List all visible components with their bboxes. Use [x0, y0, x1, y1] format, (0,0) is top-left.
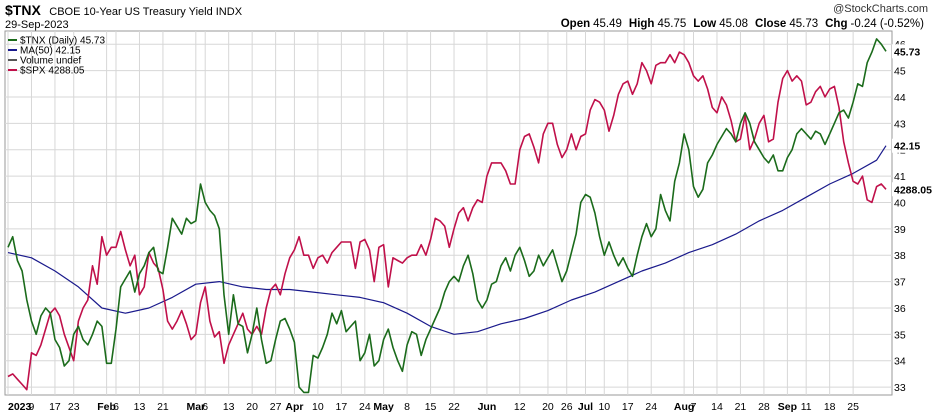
y-tick-label: 40 — [894, 197, 906, 209]
legend-entry: Volume undef — [20, 56, 81, 67]
ohlc-label-low: Low — [693, 18, 716, 30]
x-tick-label: 20 — [542, 401, 554, 413]
x-tick-label: 21 — [157, 401, 169, 413]
spx-last-value-box — [892, 182, 936, 197]
x-tick-label: 6 — [202, 401, 208, 413]
y-tick-label: 38 — [894, 250, 906, 262]
x-tick-label: 12 — [514, 401, 526, 413]
x-tick-label: 17 — [49, 401, 61, 413]
x-tick-label: Jun — [478, 401, 497, 413]
x-tick-label: 6 — [113, 401, 119, 413]
x-tick-label: 27 — [270, 401, 282, 413]
x-tick-label: 11 — [801, 401, 812, 413]
y-tick-label: 45 — [894, 66, 906, 78]
chart-symbol: $TNX — [5, 2, 41, 18]
x-tick-label: 17 — [336, 401, 348, 413]
last-value-labels: 45.73 42.15 4288.05 — [892, 44, 936, 197]
x-tick-label: Apr — [285, 401, 303, 413]
ohlc-label-open: Open — [561, 18, 590, 30]
series-lines — [7, 38, 887, 394]
watermark-text: @StockCharts.com — [833, 3, 928, 15]
ohlc-label-chg: Chg — [825, 18, 847, 30]
y-tick-label: 36 — [894, 303, 906, 315]
x-tick-label: 14 — [711, 401, 723, 413]
legend-entry: MA(50) 42.15 — [20, 46, 81, 57]
ma-last-value-label: 42.15 — [894, 141, 920, 153]
y-tick-label: 44 — [894, 92, 906, 104]
ohlc-label-close: Close — [755, 18, 786, 30]
x-tick-label: Jul — [578, 401, 593, 413]
x-tick-label: Sep — [778, 401, 797, 413]
chart-header: $TNX CBOE 10-Year US Treasury Yield INDX — [5, 2, 243, 19]
x-tick-label: 26 — [561, 401, 573, 413]
x-tick-label: 25 — [847, 401, 859, 413]
spx-last-value-label: 4288.05 — [894, 184, 932, 196]
chart-description: CBOE 10-Year US Treasury Yield INDX — [49, 6, 242, 18]
ohlc-label-high: High — [629, 18, 655, 30]
y-tick-label: 43 — [894, 118, 906, 130]
x-tick-label: 22 — [448, 401, 460, 413]
y-tick-label: 33 — [894, 382, 906, 394]
x-tick-label: 28 — [758, 401, 770, 413]
ma-series-line — [7, 145, 887, 335]
y-tick-label: 35 — [894, 329, 906, 341]
legend-entry: $TNX (Daily) 45.73 — [20, 36, 105, 47]
x-tick-label: 24 — [645, 401, 657, 413]
y-tick-label: 37 — [894, 277, 906, 289]
ohlc-value-low: 45.08 — [719, 18, 748, 30]
ohlc-value-close: 45.73 — [789, 18, 818, 30]
x-tick-label: May — [373, 401, 394, 413]
y-tick-label: 41 — [894, 171, 906, 183]
chart-date: 29-Sep-2023 — [5, 19, 69, 31]
x-tick-label: 17 — [622, 401, 634, 413]
legend-entry: $SPX 4288.05 — [20, 66, 85, 77]
ohlc-readout: Open 45.49 High 45.75 Low 45.08 Close 45.73 Chg -… — [561, 18, 924, 30]
x-tick-label: 13 — [223, 401, 235, 413]
x-tick-label: Mar — [186, 401, 205, 413]
x-tick-label: 9 — [29, 401, 35, 413]
x-tick-label: 8 — [404, 401, 410, 413]
x-tick-label: 13 — [134, 401, 146, 413]
tnx-series-line — [7, 38, 887, 394]
ohlc-value-chg: -0.24 (-0.52%) — [850, 18, 924, 30]
ohlc-value-high: 45.75 — [657, 18, 686, 30]
spx-series-line — [7, 51, 887, 391]
x-tick-label: 24 — [359, 401, 371, 413]
x-tick-label: 20 — [246, 401, 258, 413]
y-tick-label: 34 — [894, 356, 906, 368]
y-axis: 3334353637383940414243444546 — [894, 39, 906, 394]
x-tick-label: 7 — [691, 401, 697, 413]
x-tick-label: 10 — [598, 401, 610, 413]
x-tick-label: 23 — [68, 401, 80, 413]
x-tick-label: 18 — [824, 401, 836, 413]
x-tick-label: 15 — [425, 401, 437, 413]
x-tick-label: 2023 — [8, 401, 32, 413]
ohlc-value-open: 45.49 — [593, 18, 622, 30]
x-tick-label: Aug — [674, 401, 694, 413]
plot-frame — [4, 30, 893, 396]
tnx-last-value-box — [892, 44, 936, 59]
tnx-last-value-label: 45.73 — [894, 46, 920, 58]
x-tick-label: Feb — [97, 401, 116, 413]
ma-last-value-box — [892, 138, 936, 153]
x-tick-label: 21 — [735, 401, 747, 413]
y-tick-label: 39 — [894, 224, 906, 236]
x-tick-label: 10 — [312, 401, 324, 413]
